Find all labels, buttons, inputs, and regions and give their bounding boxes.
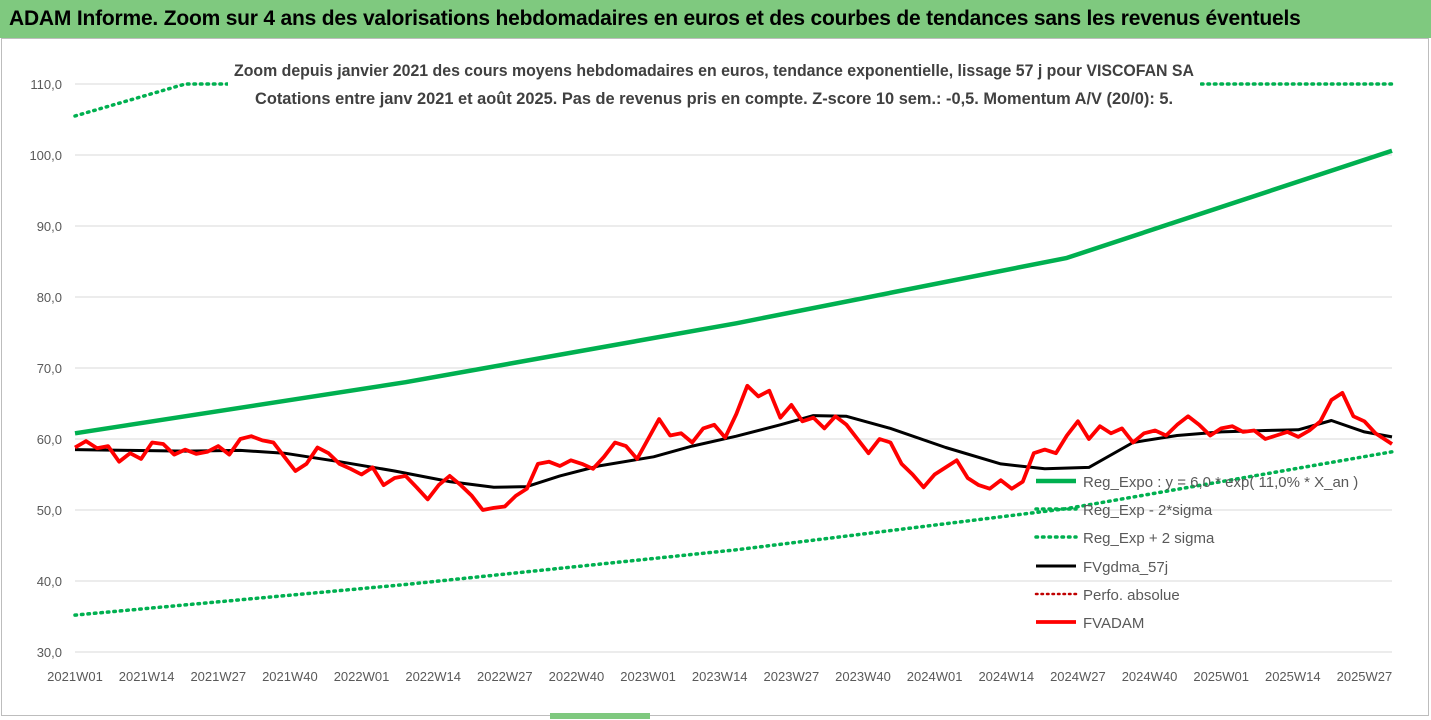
x-tick-label: 2023W27 (764, 669, 820, 684)
series-line-5 (74, 383, 1394, 512)
legend-label: Reg_Exp + 2 sigma (1083, 530, 1215, 547)
y-tick-label: 50,0 (37, 503, 62, 518)
chart-title: Zoom depuis janvier 2021 des cours moyen… (234, 61, 1194, 80)
legend: Reg_Expo : y = 6,0 * exp( 11,0% * X_an )… (1034, 474, 1358, 632)
legend-label: Reg_Expo : y = 6,0 * exp( 11,0% * X_an ) (1083, 474, 1358, 491)
x-tick-label: 2021W40 (262, 669, 318, 684)
y-tick-label: 100,0 (29, 148, 62, 163)
x-tick-label: 2023W14 (692, 669, 748, 684)
x-tick-label: 2023W01 (620, 669, 676, 684)
x-tick-label: 2023W40 (835, 669, 891, 684)
chart-titles: Zoom depuis janvier 2021 des cours moyen… (228, 56, 1200, 112)
y-axis-ticks: 30,0 40,0 50,0 60,0 70,0 80,0 90,0 100,0 110,0 (29, 77, 62, 660)
series-line-0 (74, 148, 1393, 436)
x-tick-label: 2024W14 (978, 669, 1034, 684)
x-tick-label: 2021W14 (119, 669, 175, 684)
legend-label: Perfo. absolue (1083, 587, 1180, 604)
x-tick-label: 2022W40 (549, 669, 605, 684)
x-tick-label: 2021W27 (190, 669, 246, 684)
y-tick-label: 60,0 (37, 432, 62, 447)
chart-frame (1, 38, 1429, 716)
x-tick-label: 2025W27 (1337, 669, 1393, 684)
x-tick-label: 2025W01 (1193, 669, 1249, 684)
x-tick-label: 2025W14 (1265, 669, 1321, 684)
y-tick-label: 70,0 (37, 361, 62, 376)
y-tick-label: 30,0 (37, 645, 62, 660)
x-tick-label: 2024W27 (1050, 669, 1106, 684)
x-axis-ticks: 2021W01 2021W14 2021W27 2021W40 2022W01 2022W… (47, 669, 1392, 684)
legend-label: FVADAM (1083, 615, 1144, 632)
grid-lines (75, 83, 1392, 653)
series-line-1 (73, 450, 1394, 617)
x-tick-label: 2021W01 (47, 669, 103, 684)
chart-subtitle: Cotations entre janv 2021 et août 2025. … (255, 89, 1173, 108)
x-tick-label: 2024W40 (1122, 669, 1178, 684)
y-tick-label: 90,0 (37, 219, 62, 234)
bottom-accent-strip (550, 713, 650, 719)
legend-label: Reg_Exp - 2*sigma (1083, 502, 1213, 519)
x-tick-label: 2022W14 (405, 669, 461, 684)
y-tick-label: 110,0 (30, 77, 62, 92)
legend-label: FVgdma_57j (1083, 559, 1168, 576)
x-tick-label: 2022W01 (334, 669, 390, 684)
x-tick-label: 2022W27 (477, 669, 533, 684)
y-tick-label: 40,0 (37, 574, 62, 589)
x-tick-label: 2024W01 (907, 669, 963, 684)
y-tick-label: 80,0 (37, 290, 62, 305)
banner-title: ADAM Informe. Zoom sur 4 ans des valoris… (0, 0, 1431, 38)
